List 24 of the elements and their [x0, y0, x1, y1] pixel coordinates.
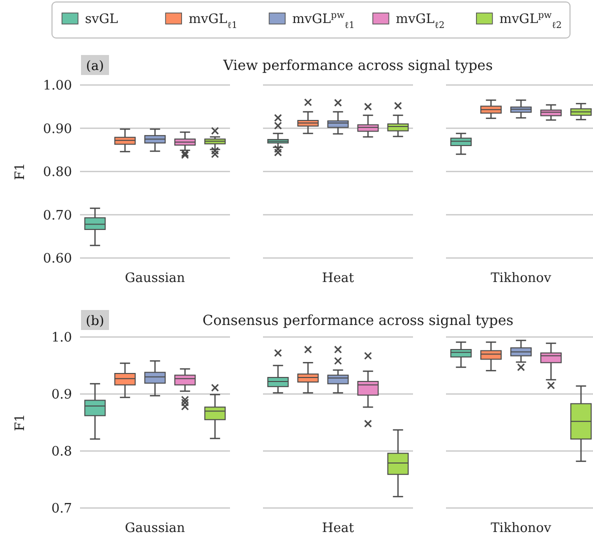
y-tick-label: 0.90 [43, 122, 72, 137]
x-tick-label: Tikhonov [490, 521, 552, 536]
y-tick-label: 0.70 [43, 208, 72, 224]
text: (a) [86, 59, 104, 74]
x-tick-label: Gaussian [124, 521, 186, 536]
y-tick-label: 0.8 [51, 444, 72, 460]
text: (b) [86, 314, 104, 329]
legend-label: mvGL$_{ℓ1}$ [188, 12, 238, 31]
x-tick-label: Tikhonov [490, 271, 552, 286]
y-tick-label: 1.0 [51, 330, 72, 346]
y-tick-label: 1.00 [43, 78, 72, 94]
y-tick-label: 0.60 [43, 252, 72, 267]
x-tick-label: Heat [322, 521, 355, 536]
y-tick-label: 0.80 [43, 165, 72, 180]
y-tick-label: 0.9 [51, 388, 72, 403]
y-tick-label: 0.7 [51, 502, 72, 517]
chart-title: View performance across signal types [222, 58, 493, 74]
chart-title: Consensus performance across signal types [202, 313, 514, 329]
y-axis-title: F1 [13, 414, 28, 432]
legend-label: svGL [85, 12, 118, 27]
y-axis-title: F1 [13, 162, 28, 180]
x-tick-label: Gaussian [124, 271, 186, 286]
legend-label: mvGL$_{ℓ2}$ [396, 12, 445, 31]
x-tick-label: Heat [322, 271, 355, 286]
